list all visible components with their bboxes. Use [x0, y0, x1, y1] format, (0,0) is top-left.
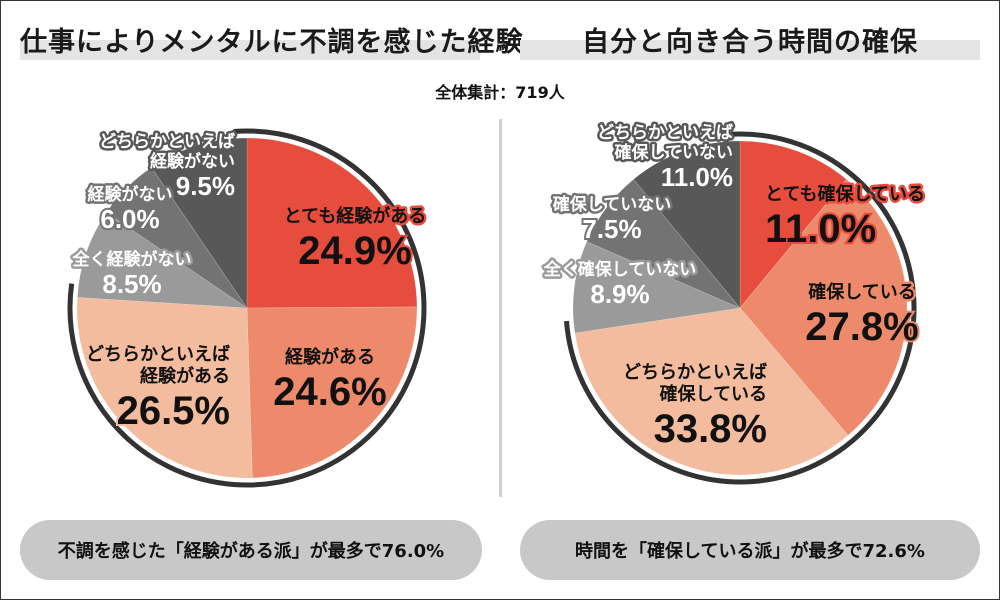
pie-slice [105, 166, 248, 309]
slice-label: どちらかといえば [597, 123, 733, 143]
slice-value-label: 33.8% [654, 407, 767, 451]
slice-value-label: 9.5% [176, 171, 235, 201]
slice-label: とても確保している [765, 183, 925, 205]
pie-slice [76, 297, 253, 479]
pie-slice [739, 178, 908, 436]
slice-label: 確保している [660, 383, 767, 405]
pie-slice [246, 137, 418, 309]
right-title-band [520, 40, 980, 60]
slice-label: 確保していない [615, 142, 734, 163]
pie-slice [633, 140, 741, 309]
slice-label: 確保している [808, 281, 915, 303]
slice-label: 経験がある [285, 346, 375, 368]
slice-value-label: 11.0% [661, 162, 733, 192]
pie-slice [151, 137, 248, 309]
total-respondents: 全体集計：719人 [435, 83, 565, 102]
right-summary-pill: 時間を「確保している派」が最多で72.6% [520, 520, 980, 580]
right-chart-title: 自分と向き合う時間の確保 [582, 27, 918, 58]
pie-slice [574, 307, 849, 476]
group-highlight-arc [564, 131, 917, 485]
slice-value-label: 8.9% [590, 279, 649, 309]
slice-label: 経験がない [88, 184, 173, 205]
slice-value-label: 24.6% [273, 370, 386, 414]
slice-label: 全く確保していない [543, 259, 697, 280]
group-highlight-arc [67, 128, 427, 488]
pie-1: とても確保している11.0%確保している27.8%どちらかといえば確保している3… [540, 121, 928, 485]
center-divider [499, 119, 502, 497]
left-chart-title: 仕事によりメンタルに不調を感じた経験 [20, 27, 524, 58]
slice-value-label: 26.5% [117, 389, 230, 433]
slice-value-label: 6.0% [100, 204, 159, 234]
pie-slice [572, 241, 742, 334]
slice-label: とても経験がある [284, 205, 427, 227]
slice-label: 確保していない [553, 194, 672, 215]
slice-value-label: 8.5% [102, 269, 161, 299]
slice-label: どちらかといえば [86, 344, 230, 365]
left-title-band [20, 40, 480, 60]
right-summary-text: 時間を「確保している派」が最多で72.6% [575, 541, 925, 562]
slice-label: どちらかといえば [99, 132, 235, 152]
pie-slice [246, 306, 418, 479]
slice-label: 全く経験がない [72, 249, 192, 270]
left-summary-text: 不調を感じた「経験がある派」が最多で76.0% [57, 541, 445, 562]
slice-value-label: 24.9% [298, 229, 411, 273]
pie-slice [739, 140, 847, 309]
slice-label: どちらかといえば [623, 362, 767, 383]
slice-value-label: 11.0% [765, 207, 876, 251]
pie-0: とても経験がある24.9%経験がある24.6%どちらかといえば経験がある26.5… [67, 128, 429, 488]
slice-value-label: 7.5% [582, 214, 641, 244]
slice-label: 経験がない [150, 151, 235, 172]
left-summary-pill: 不調を感じた「経験がある派」が最多で76.0% [20, 520, 482, 580]
pie-slice [586, 178, 741, 309]
slice-label: 経験がある [140, 365, 230, 387]
slice-value-label: 27.8% [805, 305, 918, 349]
pie-slice [77, 212, 249, 309]
